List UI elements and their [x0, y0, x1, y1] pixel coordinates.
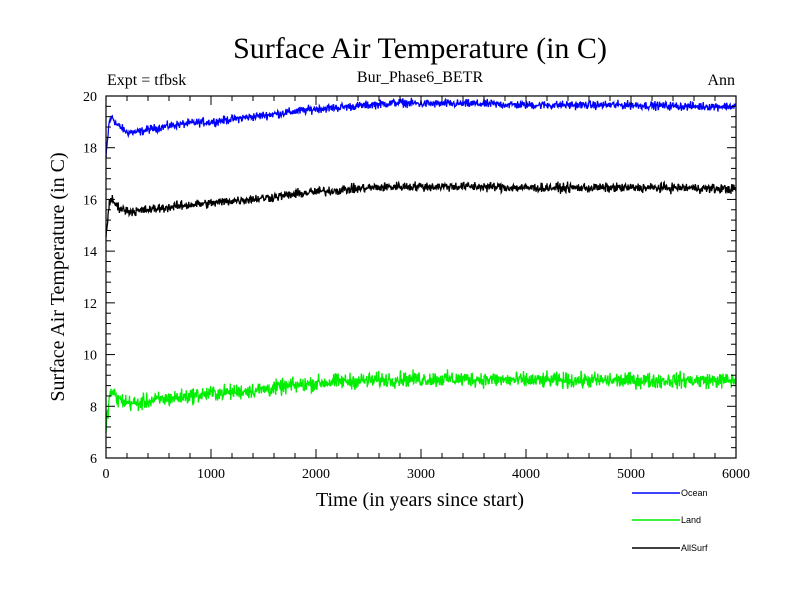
- y-tick-label: 8: [90, 400, 97, 415]
- plot-area: 0 1000 2000 3000 4000 5000 6000 6 8 10 12 14 16 18 20: [83, 90, 750, 482]
- x-tick-label: 6000: [722, 467, 750, 482]
- x-tick-label: 5000: [617, 467, 645, 482]
- x-tick-label: 1000: [197, 467, 225, 482]
- series-line-allsurf: [105, 180, 737, 238]
- legend-label-land: Land: [681, 515, 701, 525]
- y-tick-label: 14: [83, 245, 97, 260]
- legend-label-ocean: Ocean: [681, 488, 708, 498]
- chart-title: Surface Air Temperature (in C): [233, 32, 607, 65]
- y-tick-label: 16: [83, 193, 97, 208]
- legend: Ocean Land AllSurf: [632, 488, 708, 553]
- y-tick-label: 10: [83, 349, 97, 364]
- series-line-ocean: [105, 97, 737, 158]
- y-axis-label: Surface Air Temperature (in C): [47, 152, 69, 401]
- subtitle-left: Expt = tfbsk: [107, 72, 186, 89]
- y-tick-label: 18: [83, 142, 97, 157]
- x-tick-label: 2000: [302, 467, 330, 482]
- y-tick-label: 6: [90, 452, 97, 467]
- subtitle-center: Bur_Phase6_BETR: [357, 69, 484, 86]
- legend-label-allsurf: AllSurf: [681, 543, 708, 553]
- y-tick-label: 12: [83, 297, 97, 312]
- series-line-land: [105, 369, 737, 434]
- x-tick-label: 0: [103, 467, 110, 482]
- plot-frame: [105, 95, 737, 459]
- x-tick-label: 4000: [512, 467, 540, 482]
- x-tick-label: 3000: [407, 467, 435, 482]
- x-axis-label: Time (in years since start): [316, 489, 524, 511]
- subtitle-right: Ann: [707, 72, 735, 89]
- y-tick-label: 20: [83, 90, 97, 105]
